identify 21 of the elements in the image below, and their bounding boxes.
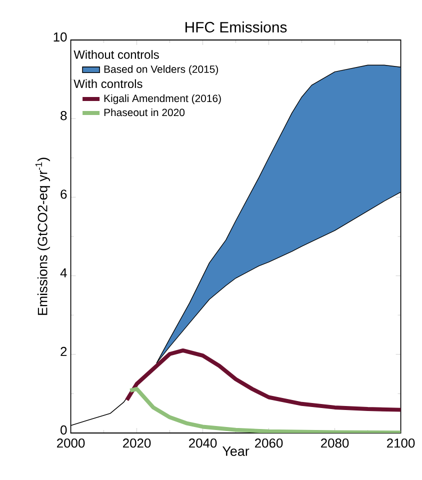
legend-label: Kigali Amendment (2016) xyxy=(104,94,222,104)
y-tick-label: 2 xyxy=(60,346,67,356)
x-tick-label: 2020 xyxy=(123,438,151,448)
y-tick-label: 8 xyxy=(60,111,67,120)
annotation: With controls xyxy=(74,79,142,88)
x-axis-title: Year xyxy=(222,446,250,456)
line-series xyxy=(128,386,401,433)
x-tick-label: 2040 xyxy=(189,438,217,448)
y-tick-label: 10 xyxy=(54,32,67,42)
chart-title: HFC Emissions xyxy=(186,22,287,32)
annotation: Without controls xyxy=(74,50,160,59)
y-axis-title: Emissions (GtCO2-eq yr$^{-1}$) xyxy=(36,158,50,315)
x-tick-label: 2100 xyxy=(387,438,415,448)
x-tick-label: 2060 xyxy=(255,438,283,448)
legend-label: Based on Velders (2015) xyxy=(104,65,218,75)
legend-label: Phaseout in 2020 xyxy=(104,108,185,116)
x-tick-label: 2000 xyxy=(57,438,85,448)
y-tick-label: 4 xyxy=(60,268,67,278)
y-tick-label: 6 xyxy=(60,190,67,199)
y-tick-label: 0 xyxy=(60,425,67,435)
x-tick-label: 2080 xyxy=(321,438,349,448)
